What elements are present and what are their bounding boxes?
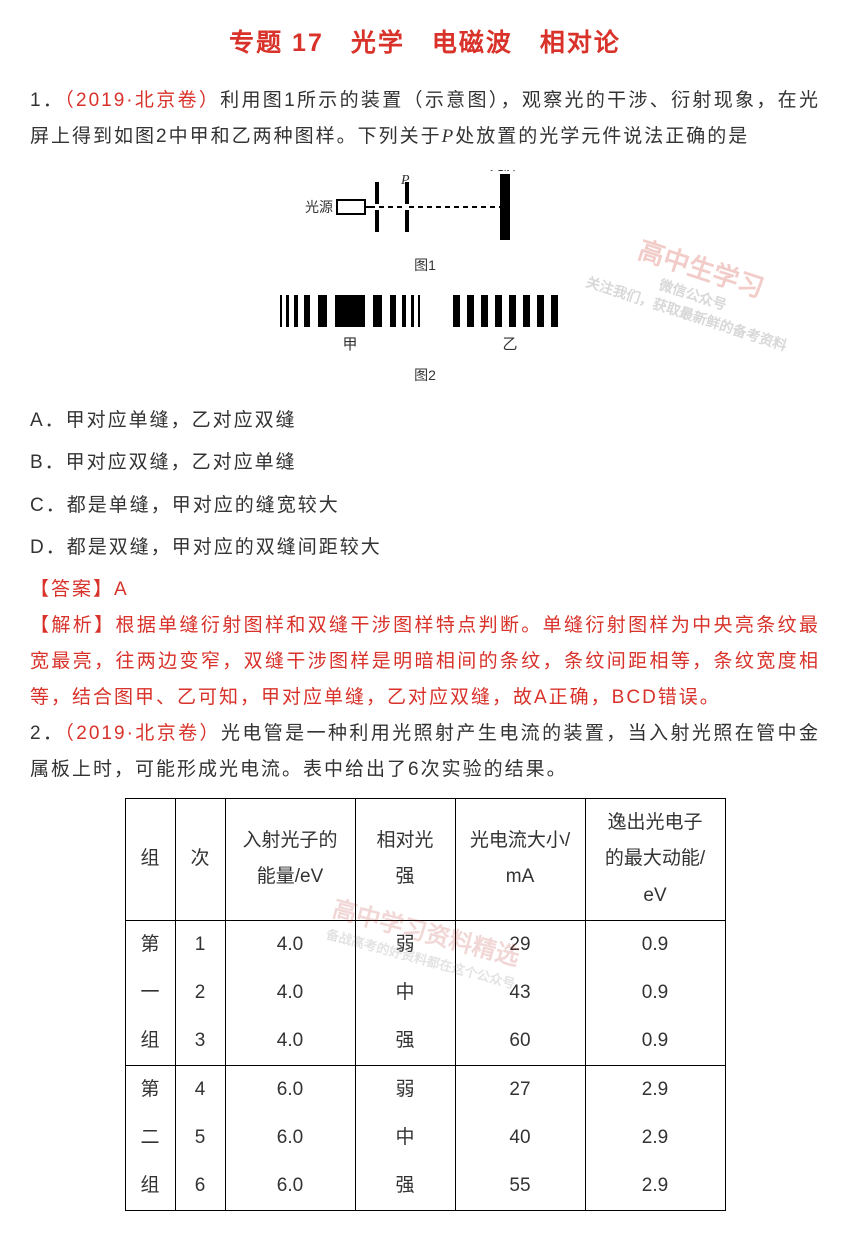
cell-ke: 2.9: [585, 1162, 725, 1211]
svg-text:光源: 光源: [305, 199, 333, 215]
cell-energy: 4.0: [225, 920, 355, 969]
cell-trial: 3: [175, 1017, 225, 1066]
cell-trial: 2: [175, 969, 225, 1017]
q2-source: （2019·北京卷）: [64, 723, 221, 744]
th-energy-l2: 能量/eV: [257, 866, 324, 887]
cell-energy: 6.0: [225, 1162, 355, 1211]
th-cur-l2: mA: [506, 866, 535, 887]
cell-ke: 0.9: [585, 969, 725, 1017]
cell-current: 40: [455, 1114, 585, 1162]
q2-body: 2．（2019·北京卷）光电管是一种利用光照射产生电流的装置，当入射光照在管中金…: [30, 716, 820, 788]
svg-text:光屏: 光屏: [490, 170, 518, 173]
group1-l3: 组: [125, 1017, 175, 1066]
table-wrap: 组 次 入射光子的能量/eV 相对光强 光电流大小/mA 逸出光电子的最大动能/…: [30, 798, 820, 1211]
fig2-caption: 图2: [30, 362, 820, 389]
table-row: 一 2 4.0 中 43 0.9: [125, 969, 725, 1017]
th-group: 组: [125, 799, 175, 920]
pattern-yi: 乙: [450, 293, 570, 360]
option-b: B．甲对应双缝，乙对应单缝: [30, 445, 820, 481]
cell-energy: 4.0: [225, 969, 355, 1017]
table-row: 第 1 4.0 弱 29 0.9: [125, 920, 725, 969]
th-energy-l1: 入射光子的: [242, 830, 337, 851]
th-ke-l2: 的最大动能/: [605, 848, 705, 869]
cell-current: 60: [455, 1017, 585, 1066]
cell-trial: 5: [175, 1114, 225, 1162]
cell-ke: 0.9: [585, 920, 725, 969]
q1-source: （2019·北京卷）: [64, 90, 220, 111]
cell-current: 29: [455, 920, 585, 969]
fig1-caption: 图1: [275, 252, 575, 279]
cell-energy: 6.0: [225, 1065, 355, 1114]
cell-ke: 0.9: [585, 1017, 725, 1066]
figure-block: 光源 P 光屏 图1: [30, 170, 820, 389]
answer-line: 【答案】A: [30, 572, 820, 608]
th-current: 光电流大小/mA: [455, 799, 585, 920]
table-row: 第 4 6.0 弱 27 2.9: [125, 1065, 725, 1114]
th-intensity: 相对光强: [355, 799, 455, 920]
option-a: A．甲对应单缝，乙对应双缝: [30, 403, 820, 439]
experiment-table: 组 次 入射光子的能量/eV 相对光强 光电流大小/mA 逸出光电子的最大动能/…: [125, 798, 726, 1211]
cell-intensity: 中: [355, 969, 455, 1017]
answer-label: 【答案】: [30, 579, 114, 600]
pattern-jia: 甲: [280, 293, 420, 360]
cell-intensity: 中: [355, 1114, 455, 1162]
table-row: 组 3 4.0 强 60 0.9: [125, 1017, 725, 1066]
table-row: 二 5 6.0 中 40 2.9: [125, 1114, 725, 1162]
cell-intensity: 强: [355, 1162, 455, 1211]
th-int-l2: 强: [395, 866, 414, 887]
th-int-l1: 相对光: [376, 830, 433, 851]
q1-num: 1．: [30, 90, 64, 111]
cell-trial: 4: [175, 1065, 225, 1114]
q1-text2: 处放置的光学元件说法正确的是: [455, 126, 749, 147]
analysis-label: 【解析】: [30, 615, 115, 636]
cell-intensity: 弱: [355, 920, 455, 969]
group2-l3: 组: [125, 1162, 175, 1211]
cell-current: 55: [455, 1162, 585, 1211]
q1-p: P: [442, 126, 456, 147]
cell-ke: 2.9: [585, 1114, 725, 1162]
cell-current: 43: [455, 969, 585, 1017]
answer-value: A: [114, 579, 129, 600]
th-cur-l1: 光电流大小/: [470, 830, 570, 851]
pattern-yi-caption: 乙: [450, 331, 570, 360]
cell-energy: 4.0: [225, 1017, 355, 1066]
group1-l1: 第: [125, 920, 175, 969]
group2-l2: 二: [125, 1114, 175, 1162]
cell-ke: 2.9: [585, 1065, 725, 1114]
pattern-jia-caption: 甲: [280, 331, 420, 360]
patterns-row: 甲 乙: [30, 293, 820, 360]
cell-current: 27: [455, 1065, 585, 1114]
th-ke: 逸出光电子的最大动能/eV: [585, 799, 725, 920]
group2-l1: 第: [125, 1065, 175, 1114]
apparatus-diagram: 光源 P 光屏: [275, 170, 575, 250]
analysis: 【解析】根据单缝衍射图样和双缝干涉图样特点判断。单缝衍射图样为中央亮条纹最宽最亮…: [30, 608, 820, 716]
option-d: D．都是双缝，甲对应的双缝间距较大: [30, 530, 820, 566]
analysis-text: 根据单缝衍射图样和双缝干涉图样特点判断。单缝衍射图样为中央亮条纹最宽最亮，往两边…: [30, 615, 820, 708]
cell-intensity: 强: [355, 1017, 455, 1066]
group1-l2: 一: [125, 969, 175, 1017]
th-ke-l1: 逸出光电子: [607, 812, 702, 833]
table-row: 组 6 6.0 强 55 2.9: [125, 1162, 725, 1211]
cell-trial: 6: [175, 1162, 225, 1211]
page-title: 专题 17 光学 电磁波 相对论: [30, 20, 820, 68]
option-c: C．都是单缝，甲对应的缝宽较大: [30, 488, 820, 524]
figure-1: 光源 P 光屏 图1: [275, 170, 575, 279]
th-trial: 次: [175, 799, 225, 920]
q1-body: 1．（2019·北京卷）利用图1所示的装置（示意图），观察光的干涉、衍射现象，在…: [30, 83, 820, 155]
cell-trial: 1: [175, 920, 225, 969]
cell-energy: 6.0: [225, 1114, 355, 1162]
th-energy: 入射光子的能量/eV: [225, 799, 355, 920]
q2-num: 2．: [30, 723, 64, 744]
th-ke-l3: eV: [643, 885, 666, 906]
cell-intensity: 弱: [355, 1065, 455, 1114]
